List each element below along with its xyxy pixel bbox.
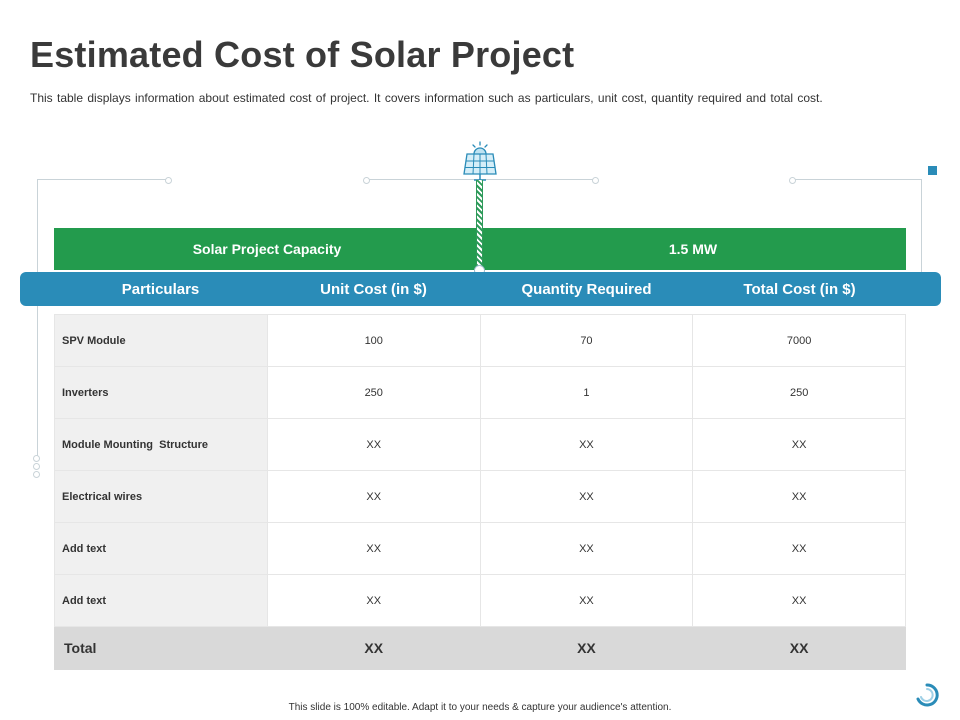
table-row: SPV Module 100 70 7000	[54, 314, 906, 367]
table-row: Electrical wires XX XX XX	[54, 470, 906, 523]
header-particulars: Particulars	[121, 280, 200, 298]
row-unit-cost: XX	[266, 470, 481, 523]
row-total-cost: 250	[692, 366, 906, 419]
brand-logo-icon	[916, 683, 939, 707]
table-row: Add text XX XX XX	[54, 574, 906, 627]
total-unit-cost: XX	[266, 626, 481, 670]
table-row: Add text XX XX XX	[54, 522, 906, 575]
header-quantity: Quantity Required	[521, 280, 652, 298]
cost-table: SPV Module 100 70 7000 Inverters 250 1 2…	[54, 314, 906, 670]
decor-dot	[789, 177, 796, 184]
row-unit-cost: XX	[266, 574, 481, 627]
row-total-cost: XX	[692, 470, 906, 523]
row-unit-cost: XX	[266, 418, 481, 471]
total-quantity: XX	[479, 626, 694, 670]
total-label: Total	[54, 626, 268, 670]
row-quantity: 70	[479, 314, 694, 367]
decor-line-left-vertical	[37, 179, 38, 272]
decor-line-top-left	[38, 179, 168, 180]
solar-panel-icon	[463, 141, 497, 181]
row-total-cost: XX	[692, 522, 906, 575]
decor-square	[928, 166, 937, 175]
row-particular: Module Mounting Structure	[54, 418, 268, 471]
row-total-cost: XX	[692, 418, 906, 471]
row-quantity: XX	[479, 574, 694, 627]
page-title: Estimated Cost of Solar Project	[30, 34, 575, 75]
decor-dot	[33, 471, 40, 478]
decor-dot	[33, 463, 40, 470]
row-total-cost: 7000	[692, 314, 906, 367]
row-particular: Add text	[54, 522, 268, 575]
decor-dot	[363, 177, 370, 184]
header-unit-cost: Unit Cost (in $)	[320, 280, 427, 298]
capacity-label: Solar Project Capacity	[192, 241, 342, 257]
row-total-cost: XX	[692, 574, 906, 627]
row-particular: Electrical wires	[54, 470, 268, 523]
decor-dot	[165, 177, 172, 184]
row-particular: Inverters	[54, 366, 268, 419]
table-header: Particulars Unit Cost (in $) Quantity Re…	[20, 272, 941, 306]
decor-dot	[592, 177, 599, 184]
footer-note: This slide is 100% editable. Adapt it to…	[288, 702, 672, 713]
row-quantity: XX	[479, 470, 694, 523]
row-unit-cost: XX	[266, 522, 481, 575]
capacity-value: 1.5 MW	[668, 241, 718, 257]
decor-line-right-vertical	[921, 179, 922, 297]
row-quantity: 1	[479, 366, 694, 419]
page-description: This table displays information about es…	[30, 91, 823, 105]
table-row: Inverters 250 1 250	[54, 366, 906, 419]
row-particular: Add text	[54, 574, 268, 627]
row-quantity: XX	[479, 522, 694, 575]
decor-dot	[33, 455, 40, 462]
decor-line-top-right	[792, 179, 922, 180]
table-row: Module Mounting Structure XX XX XX	[54, 418, 906, 471]
row-quantity: XX	[479, 418, 694, 471]
total-cost: XX	[692, 626, 906, 670]
header-total-cost: Total Cost (in $)	[743, 280, 856, 298]
row-particular: SPV Module	[54, 314, 268, 367]
total-row: Total XX XX XX	[54, 626, 906, 670]
row-unit-cost: 100	[266, 314, 481, 367]
row-unit-cost: 250	[266, 366, 481, 419]
decor-line-left-lower	[37, 306, 38, 456]
solar-pole	[476, 180, 483, 272]
